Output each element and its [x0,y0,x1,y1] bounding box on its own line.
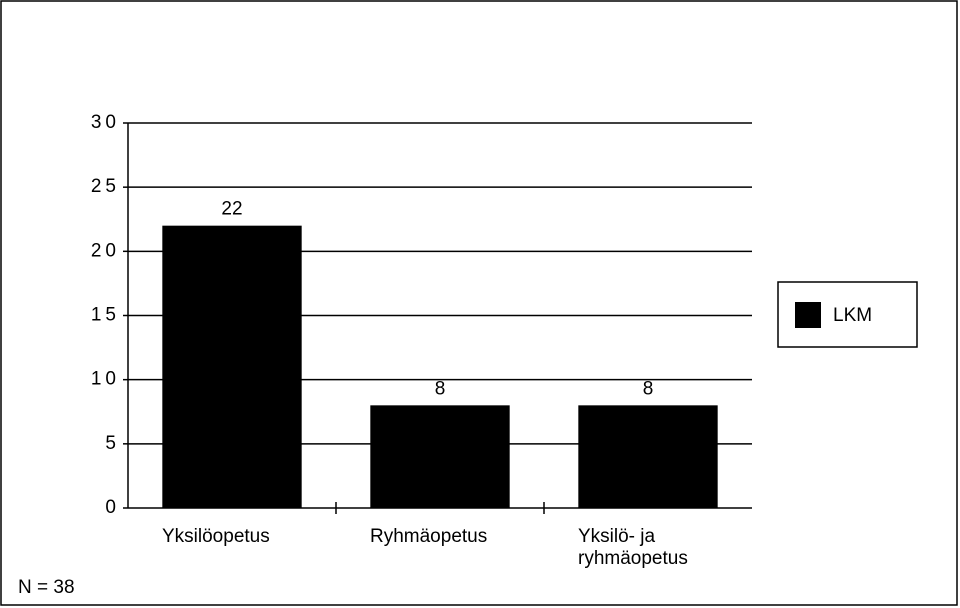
y-tick-label: 30 [91,112,120,133]
bar [370,405,510,508]
x-tick-label: Ryhmäopetus [370,526,488,547]
data-label: 22 [221,199,242,220]
y-tick-label: 5 [105,433,120,454]
data-label: 8 [435,378,446,399]
y-tick-label: 0 [105,497,120,518]
x-tick-label: Yksilöopetus [162,526,270,547]
annotation: N = 38 [18,577,75,598]
bar [578,405,718,508]
legend-swatch [795,302,821,328]
bar [162,225,302,508]
x-tick-label: Yksilö- ja ryhmäopetus [578,526,688,569]
y-tick-label: 20 [91,240,120,261]
y-tick-label: 10 [91,369,120,390]
y-tick-label: 15 [91,305,120,326]
legend-label: LKM [833,305,872,326]
y-tick-label: 25 [91,176,120,197]
data-label: 8 [643,378,654,399]
